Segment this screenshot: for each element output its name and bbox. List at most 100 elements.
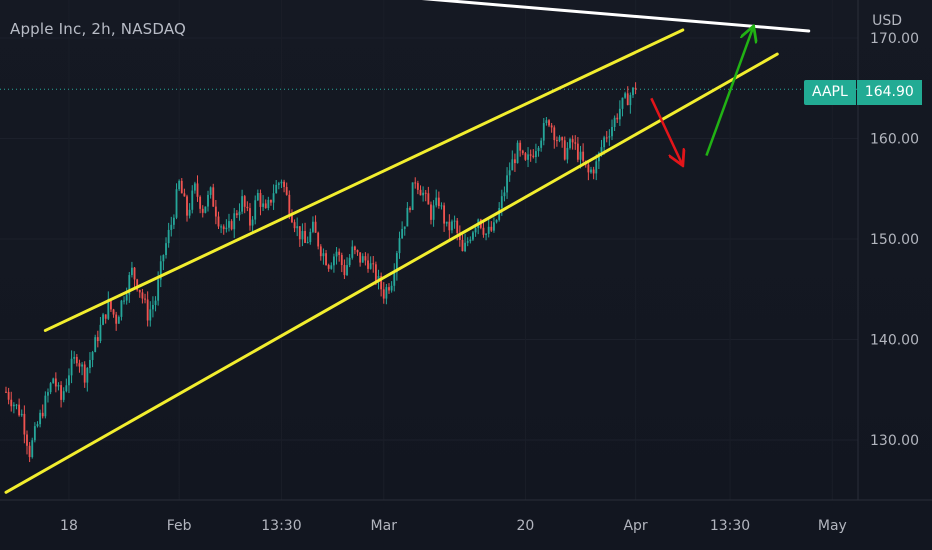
candle-body (490, 226, 493, 231)
chart-title: Apple Inc, 2h, NASDAQ (10, 20, 187, 38)
candle-body (600, 147, 603, 153)
candle-body (280, 181, 283, 184)
last-price-label: 164.90 (856, 80, 922, 105)
candle-body (264, 203, 267, 209)
candle-body (529, 154, 532, 156)
candle-body (553, 127, 556, 141)
candle-body (595, 161, 598, 174)
candle-body (532, 155, 535, 158)
candle-body (511, 159, 514, 171)
y-tick-label: 150.00 (870, 232, 919, 248)
candle-body (298, 226, 301, 240)
candle-body (548, 120, 550, 126)
candle-body (228, 221, 230, 228)
candle-body (107, 299, 110, 319)
candle-body (516, 142, 519, 164)
candle-body (285, 186, 288, 195)
candle-body (86, 367, 89, 383)
candle-body (7, 391, 10, 400)
candle-body (458, 232, 461, 241)
candle-body (256, 193, 259, 201)
candle-body (403, 226, 406, 229)
x-tick-label: Apr (623, 518, 647, 534)
candle-body (235, 213, 238, 216)
candle-body (241, 196, 244, 212)
candle-body (44, 395, 47, 417)
candle-body (569, 139, 571, 148)
candle-body (49, 383, 52, 393)
candle-body (304, 231, 306, 243)
candle-body (353, 246, 356, 251)
projected-drop-arrow[interactable] (650, 97, 682, 165)
candle-body (75, 356, 78, 364)
candle-body (128, 275, 131, 295)
candle-body (487, 226, 490, 234)
candle-body (369, 263, 372, 269)
symbol-label: AAPL (804, 80, 856, 105)
candle-body (432, 205, 435, 220)
candle-body (180, 180, 183, 194)
candle-body (495, 219, 498, 223)
y-tick-label: 140.00 (870, 333, 919, 349)
candle-body (319, 246, 322, 257)
candle-body (81, 364, 83, 367)
candle-body (390, 285, 393, 291)
candle-body (26, 434, 28, 446)
candle-body (193, 183, 196, 191)
candle-body (262, 203, 265, 207)
candle-body (540, 140, 543, 148)
candle-body (626, 93, 629, 106)
candle-body (18, 404, 21, 416)
candle-body (611, 126, 613, 137)
candle-body (54, 378, 57, 387)
candle-body (186, 196, 188, 216)
x-tick-label: 13:30 (261, 518, 301, 534)
candle-body (372, 263, 375, 265)
candle-body (322, 253, 325, 257)
x-tick-label: Feb (167, 518, 192, 534)
candle-body (508, 170, 511, 176)
projected-rise-arrow[interactable] (705, 26, 753, 157)
candle-body (154, 300, 157, 305)
candle-body (576, 143, 579, 160)
candle-body (65, 385, 68, 392)
x-tick-label: Mar (371, 518, 398, 534)
candle-body (233, 213, 236, 230)
candle-body (537, 147, 540, 152)
candle-body (472, 232, 474, 240)
candle-body (393, 272, 396, 286)
candle-body (31, 440, 34, 458)
candle-body (582, 151, 585, 161)
candle-body (70, 358, 73, 376)
candle-body (246, 206, 249, 209)
candle-body (306, 242, 309, 244)
x-tick-label: 13:30 (710, 518, 750, 534)
upper-channel-line[interactable] (43, 28, 685, 332)
candle-body (36, 424, 39, 427)
candle-body (259, 193, 262, 207)
candle-body (267, 199, 270, 209)
candle-body (634, 87, 637, 90)
candle-body (527, 154, 529, 160)
candle-body (220, 226, 223, 228)
candle-body (550, 125, 553, 128)
candle-body (424, 192, 427, 194)
y-tick-label: 160.00 (870, 132, 919, 148)
candle-body (131, 267, 133, 276)
candle-body (561, 137, 564, 141)
candle-body (616, 117, 619, 120)
resistance-line[interactable] (6, 0, 811, 33)
candle-body (346, 265, 348, 276)
candle-body (563, 140, 566, 160)
candle-body (416, 183, 419, 190)
candle-body (624, 93, 627, 98)
lower-channel-line[interactable] (4, 52, 779, 494)
candle-body (272, 193, 275, 203)
candle-body (534, 151, 537, 158)
candle-body (574, 142, 577, 144)
candle-body (419, 189, 422, 196)
candle-body (151, 304, 154, 310)
candle-body (183, 193, 186, 197)
